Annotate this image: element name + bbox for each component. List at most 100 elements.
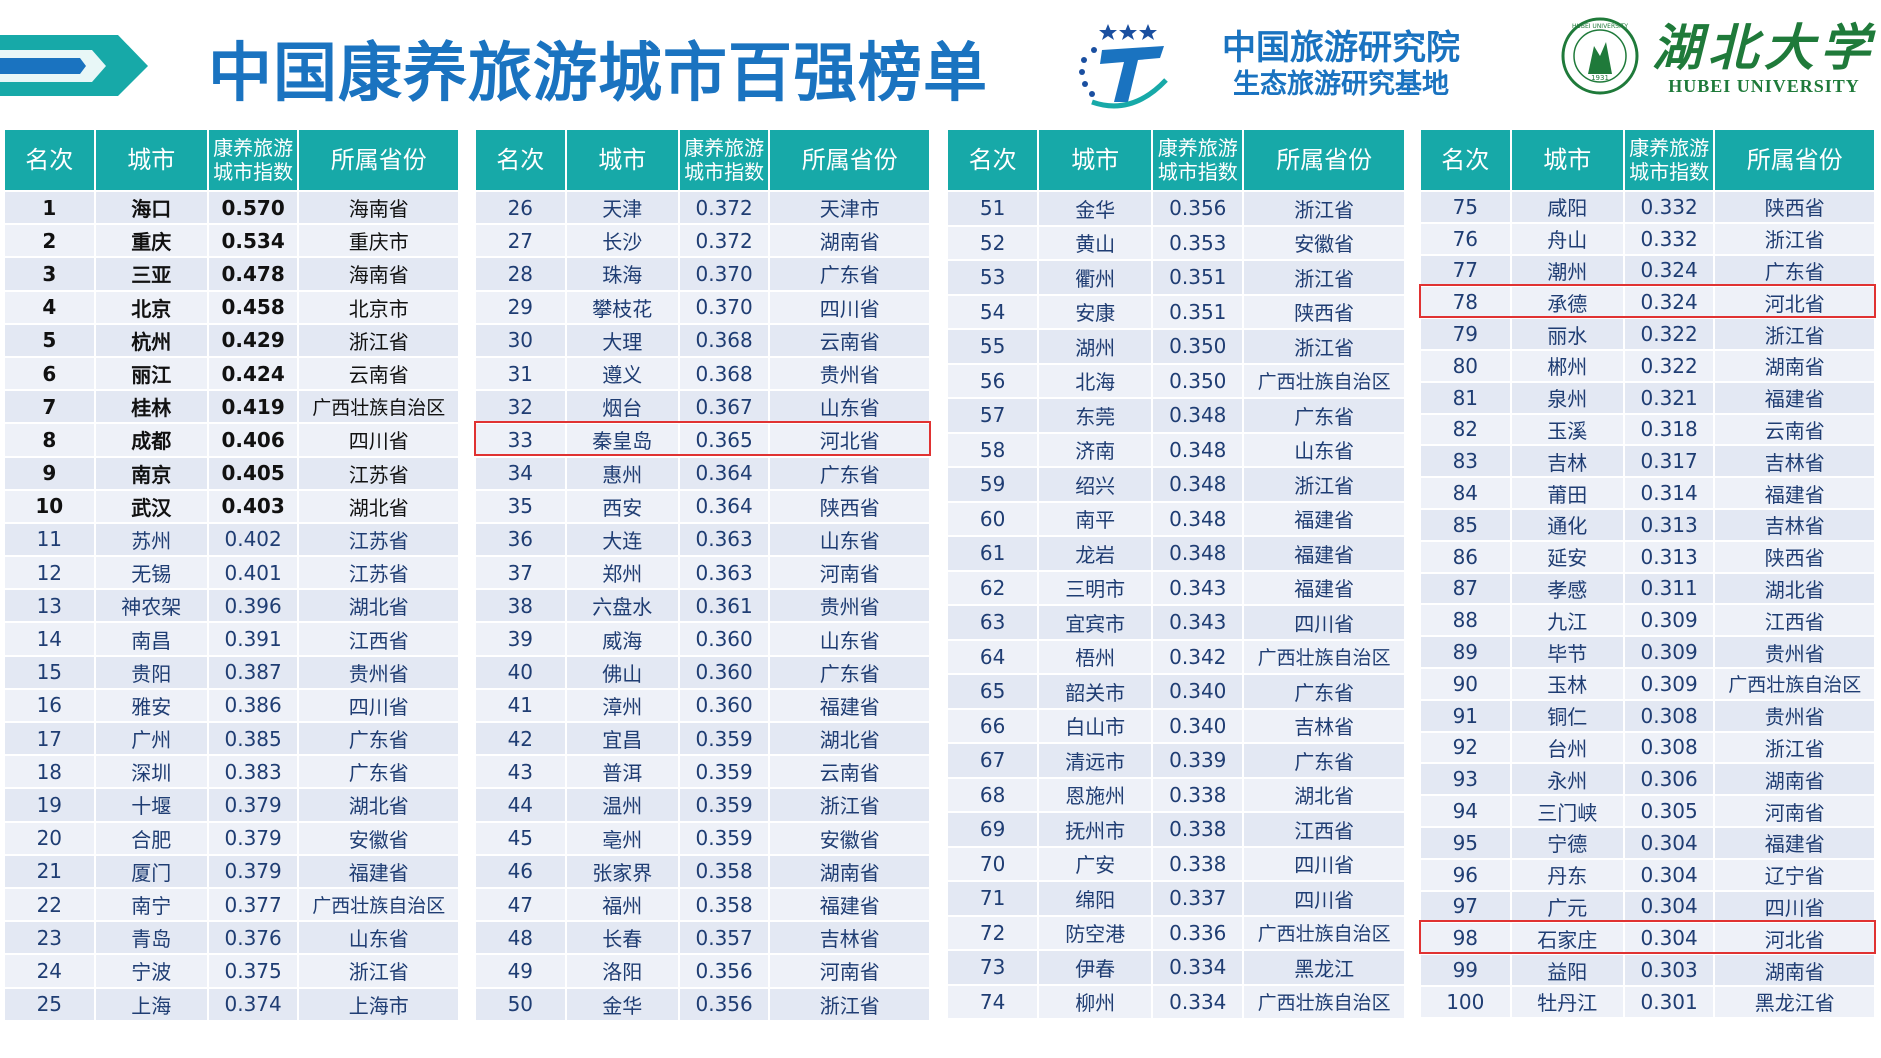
index-cell: 0.306 [1624,762,1716,795]
city-cell: 安康 [1039,293,1154,328]
city-cell: 桂林 [95,389,209,423]
province-cell: 陕西省 [1715,190,1874,222]
table-row: 15 贵阳 0.387 贵州省 [5,654,458,688]
province-cell: 湖南省 [770,223,929,257]
index-cell: 0.303 [1624,953,1716,985]
page-header: 中国康养旅游城市百强榜单 中国旅游研究院 生态旅游研究基地 1931 HUBEI… [0,0,1881,125]
province-cell: 湖南省 [1715,762,1874,795]
table-row: 1 海口 0.570 海南省 [5,190,458,224]
index-cell: 0.359 [679,820,771,854]
rank-cell: 21 [5,853,96,887]
city-cell: 长沙 [566,223,680,257]
index-cell: 0.405 [208,455,300,489]
university-seal-icon: 1931 HUBEI UNIVERSITY [1561,17,1639,95]
rank-cell: 17 [5,721,96,755]
table-row: 65 韶关市 0.340 广东省 [948,673,1404,708]
city-cell: 伊春 [1039,949,1154,984]
rank-cell: 13 [5,588,96,622]
table-row: 94 三门峡 0.305 河南省 [1421,794,1874,826]
province-cell: 北京市 [299,289,458,323]
institute-line2: 生态旅游研究基地 [1233,69,1449,100]
rank-cell: 97 [1421,889,1512,922]
table-row: 12 无锡 0.401 江苏省 [5,555,458,589]
city-cell: 吉林 [1511,444,1625,477]
province-cell: 陕西省 [1244,293,1404,328]
rank-cell: 31 [476,355,567,390]
city-cell: 上海 [95,986,209,1020]
city-header: 城市 [95,130,209,190]
index-cell: 0.313 [1624,507,1716,540]
city-cell: 贵阳 [95,654,209,688]
rank-cell: 85 [1421,507,1512,540]
city-cell: 东莞 [1039,397,1154,432]
city-cell: 惠州 [566,455,680,489]
table-row: 57 东莞 0.348 广东省 [948,397,1404,432]
rank-cell: 56 [948,362,1040,397]
province-cell: 四川省 [299,422,458,456]
rank-cell: 88 [1421,603,1512,636]
city-cell: 北海 [1039,362,1154,397]
province-cell: 广西壮族自治区 [1244,638,1404,673]
index-cell: 0.364 [679,455,771,489]
index-cell: 0.351 [1153,293,1245,328]
province-cell: 吉林省 [1715,507,1874,540]
rank-cell: 34 [476,455,567,489]
table-row: 81 泉州 0.321 福建省 [1421,380,1874,413]
rank-header: 名次 [476,130,567,190]
city-cell: 抚州市 [1039,811,1154,846]
city-cell: 成都 [95,422,209,456]
table-row: 58 济南 0.348 山东省 [948,431,1404,466]
table-row: 96 丹东 0.304 辽宁省 [1421,857,1874,890]
city-cell: 防空港 [1039,914,1154,949]
city-cell: 莆田 [1511,476,1625,508]
province-cell: 浙江省 [1715,221,1874,254]
rank-cell: 33 [476,422,567,456]
rank-cell: 92 [1421,730,1512,763]
rank-cell: 35 [476,488,567,522]
province-cell: 广东省 [1244,742,1404,777]
table-row: 47 福州 0.358 福建省 [476,886,929,921]
rank-cell: 58 [948,431,1040,466]
province-cell: 福建省 [770,886,929,921]
province-cell: 贵州省 [1715,698,1874,731]
city-cell: 十堰 [95,787,209,821]
table-row: 18 深圳 0.383 广东省 [5,754,458,788]
province-header: 所属省份 [1715,130,1874,190]
table-row: 25 上海 0.374 上海市 [5,986,458,1020]
city-cell: 郑州 [566,555,680,589]
city-cell: 宜昌 [566,721,680,755]
city-cell: 南宁 [95,886,209,921]
rank-cell: 54 [948,293,1040,328]
table-row: 3 三亚 0.478 海南省 [5,256,458,290]
province-cell: 山东省 [299,920,458,954]
rank-cell: 19 [5,787,96,821]
rank-cell: 7 [5,389,96,423]
city-cell: 苏州 [95,521,209,556]
city-cell: 永州 [1511,762,1625,795]
province-cell: 江西省 [1244,811,1404,846]
province-cell: 湖北省 [299,588,458,622]
index-cell: 0.364 [679,488,771,522]
table-row: 86 延安 0.313 陕西省 [1421,539,1874,572]
city-cell: 烟台 [566,389,680,423]
institute-name: 中国旅游研究院 生态旅游研究基地 [1222,28,1460,102]
index-cell: 0.332 [1624,190,1716,222]
city-cell: 潮州 [1511,253,1625,286]
province-cell: 广西壮族自治区 [1244,914,1404,949]
index-cell: 0.334 [1153,983,1245,1018]
rank-header: 名次 [948,130,1040,190]
city-cell: 白山市 [1039,707,1154,742]
index-cell: 0.314 [1624,476,1716,508]
index-cell: 0.358 [679,886,771,921]
table-row: 49 洛阳 0.356 河南省 [476,953,929,987]
table-row: 69 抚州市 0.338 江西省 [948,811,1404,846]
city-cell: 韶关市 [1039,673,1154,708]
rank-cell: 48 [476,920,567,954]
table-row: 33 秦皇岛 0.365 河北省 [476,422,929,456]
table-row: 63 宜宾市 0.343 四川省 [948,604,1404,639]
table-row: 77 潮州 0.324 广东省 [1421,253,1874,286]
rank-cell: 5 [5,322,96,356]
table-row: 80 郴州 0.322 湖南省 [1421,348,1874,381]
city-cell: 济南 [1039,431,1154,466]
rank-cell: 81 [1421,380,1512,413]
